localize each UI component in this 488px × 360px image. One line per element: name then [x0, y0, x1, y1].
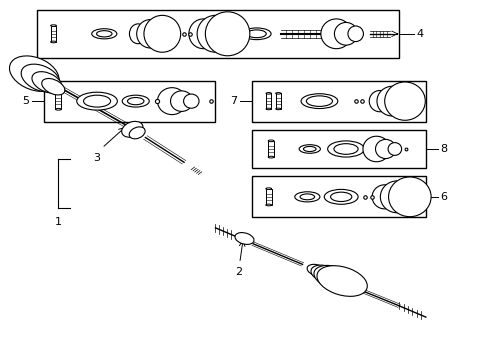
Ellipse shape — [327, 141, 364, 157]
Ellipse shape — [387, 143, 401, 156]
Ellipse shape — [320, 19, 351, 49]
Ellipse shape — [267, 156, 273, 158]
Ellipse shape — [129, 24, 146, 44]
Bar — [265, 189, 271, 205]
Ellipse shape — [310, 265, 339, 283]
Ellipse shape — [275, 108, 281, 110]
Ellipse shape — [330, 192, 351, 202]
Ellipse shape — [375, 139, 395, 158]
Ellipse shape — [371, 185, 396, 209]
Text: 6: 6 — [439, 192, 447, 202]
Ellipse shape — [127, 98, 143, 105]
Ellipse shape — [324, 189, 357, 204]
Bar — [251, 81, 425, 122]
Text: 3: 3 — [93, 153, 101, 163]
Ellipse shape — [41, 78, 65, 95]
Bar — [55, 93, 61, 109]
Ellipse shape — [137, 19, 163, 48]
Text: 5: 5 — [22, 96, 29, 106]
Ellipse shape — [170, 91, 192, 111]
Text: 7: 7 — [230, 96, 237, 106]
Ellipse shape — [376, 86, 407, 116]
Ellipse shape — [299, 145, 320, 153]
Ellipse shape — [205, 12, 249, 56]
Ellipse shape — [265, 204, 271, 206]
Ellipse shape — [267, 140, 273, 142]
Ellipse shape — [122, 121, 142, 137]
Ellipse shape — [122, 95, 149, 107]
Text: 2: 2 — [235, 267, 242, 277]
Ellipse shape — [265, 108, 271, 110]
Ellipse shape — [306, 96, 332, 107]
Ellipse shape — [333, 144, 357, 154]
Bar — [267, 141, 273, 157]
Ellipse shape — [197, 15, 233, 52]
Ellipse shape — [275, 93, 281, 94]
Ellipse shape — [242, 28, 270, 40]
Ellipse shape — [143, 15, 180, 52]
Ellipse shape — [55, 108, 61, 110]
Bar — [265, 93, 271, 109]
Ellipse shape — [9, 56, 59, 91]
Ellipse shape — [32, 72, 62, 93]
Text: 4: 4 — [415, 29, 423, 39]
Ellipse shape — [92, 29, 117, 39]
Bar — [44, 81, 215, 122]
Ellipse shape — [300, 194, 314, 200]
Ellipse shape — [55, 92, 61, 94]
Text: 8: 8 — [439, 144, 447, 154]
Ellipse shape — [294, 192, 319, 202]
Text: 1: 1 — [55, 217, 62, 227]
Ellipse shape — [188, 19, 218, 49]
Ellipse shape — [388, 177, 430, 217]
Ellipse shape — [334, 22, 357, 45]
Ellipse shape — [83, 95, 110, 107]
Bar — [37, 10, 398, 58]
Ellipse shape — [313, 265, 353, 289]
Ellipse shape — [301, 94, 337, 109]
Ellipse shape — [380, 181, 413, 213]
Ellipse shape — [77, 92, 117, 110]
Bar — [51, 26, 56, 42]
Ellipse shape — [96, 31, 112, 37]
Ellipse shape — [306, 264, 326, 276]
Ellipse shape — [362, 136, 389, 162]
Ellipse shape — [303, 147, 315, 152]
Bar — [251, 176, 425, 217]
Ellipse shape — [51, 25, 56, 27]
Ellipse shape — [235, 233, 253, 244]
Ellipse shape — [347, 26, 363, 42]
Bar — [275, 93, 281, 109]
Ellipse shape — [384, 82, 425, 120]
Ellipse shape — [265, 188, 271, 189]
Ellipse shape — [157, 88, 186, 114]
Ellipse shape — [265, 93, 271, 94]
Ellipse shape — [368, 90, 390, 112]
Ellipse shape — [129, 127, 145, 139]
Ellipse shape — [21, 64, 60, 92]
Ellipse shape — [51, 41, 56, 43]
Ellipse shape — [316, 266, 366, 296]
Bar — [251, 130, 425, 168]
Ellipse shape — [183, 94, 199, 108]
Ellipse shape — [246, 30, 265, 38]
